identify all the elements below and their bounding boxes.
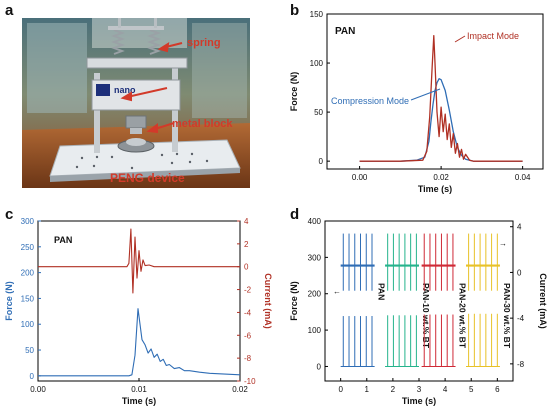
- chart-b-impact-label: Impact Mode: [467, 31, 519, 41]
- chart-b-frame: [326, 13, 544, 170]
- chart-c-frame: [37, 220, 241, 382]
- panel-d-letter: d: [290, 206, 300, 223]
- chart-c-y2tick-label: -10: [244, 377, 256, 386]
- chart-d-group-label: PAN-10 wt.% BT: [421, 283, 431, 349]
- chart-c: 0.00 0.01 0.02 0 50 100 150 200 250 300 Time (s) Fo…: [4, 217, 273, 406]
- chart-d-ylabel: Force (N): [289, 281, 299, 321]
- chart-b-ytick-label: 50: [314, 108, 323, 117]
- chart-d-group-label: PAN: [377, 283, 387, 300]
- chart-c-ytick-label: 250: [21, 243, 35, 252]
- annotation-arrows: [120, 42, 183, 134]
- chart-c-xtick-label: 0.00: [30, 385, 46, 394]
- chart-b-ytick-label: 150: [310, 10, 324, 19]
- chart-c-y2label: Current (mA): [263, 273, 273, 329]
- chart-b-impact-arrow: [454, 35, 466, 43]
- chart-b-xtick-label: 0.02: [433, 173, 449, 182]
- chart-c-ytick-label: 100: [21, 320, 35, 329]
- chart-c-y2tick-label: 4: [244, 217, 249, 226]
- chart-b-series-0-line: [359, 78, 523, 162]
- chart-b-xlabel: Time (s): [418, 184, 452, 194]
- plate-holes: [75, 152, 209, 170]
- chart-d-y2label: Current (mA): [538, 273, 548, 329]
- peng-device-photo: nano spring metal block PENG device: [22, 18, 250, 188]
- panel-c-letter: c: [5, 206, 14, 223]
- chart-d-xtick-label: 6: [495, 385, 500, 394]
- chart-c-y2tick-label: -4: [244, 308, 252, 317]
- chart-b: 0.00 0.02 0.04 0 50 100 150 Time (s) Force (N) PA…: [289, 10, 544, 194]
- chart-d-xtick-label: 1: [365, 385, 370, 394]
- chart-d-group-label: PAN-30 wt.% BT: [502, 283, 512, 349]
- chart-d-ytick-label: 0: [317, 362, 322, 371]
- chart-d-ytick-label: 300: [308, 253, 322, 262]
- chart-b-series-1-line: [359, 34, 523, 162]
- chart-c-ylabel: Force (N): [4, 281, 14, 321]
- chart-b-xtick-label: 0.04: [515, 173, 531, 182]
- chart-c-annotation: PAN: [54, 235, 72, 245]
- chart-c-series-1-line: [38, 228, 240, 294]
- chart-d: 0 1 2 3 4 5 6 0 100 200 300 400 Time (s) Force (N) 4 0 -…: [289, 217, 548, 406]
- chart-d-right-arrow: →: [499, 239, 507, 248]
- chart-b-xtick-label: 0.00: [352, 173, 368, 182]
- chart-c-y2tick-label: 2: [244, 240, 249, 249]
- chart-d-xtick-label: 3: [417, 385, 422, 394]
- chart-b-compression-label: Compression Mode: [331, 96, 409, 106]
- device-label: PENG device: [110, 171, 185, 185]
- chart-c-xtick-label: 0.01: [131, 385, 147, 394]
- chart-c-series-0-line: [38, 308, 241, 377]
- chart-c-ytick-label: 0: [30, 372, 35, 381]
- chart-b-ylabel: Force (N): [289, 72, 299, 112]
- chart-d-y2tick-label: -4: [517, 314, 525, 323]
- chart-d-left-arrow: ←: [333, 287, 341, 296]
- chart-c-xlabel: Time (s): [122, 396, 156, 406]
- chart-b-ytick-label: 100: [310, 59, 324, 68]
- chart-d-frame: [324, 220, 514, 382]
- chart-d-group-label: PAN-20 wt.% BT: [457, 283, 467, 349]
- spring-coils: [111, 29, 161, 55]
- chart-c-y2tick-label: -6: [244, 331, 252, 340]
- chart-d-xtick-label: 0: [338, 385, 343, 394]
- metal-block-label: metal block: [172, 118, 233, 130]
- chart-d-ytick-label: 100: [308, 326, 322, 335]
- chart-c-y2tick-label: 0: [244, 263, 249, 272]
- brand-label: nano: [114, 85, 136, 95]
- chart-c-ytick-label: 300: [21, 217, 35, 226]
- chart-c-ytick-label: 50: [25, 346, 34, 355]
- panel-b-letter: b: [290, 2, 300, 19]
- chart-c-ytick-label: 150: [21, 294, 35, 303]
- chart-b-ytick-label: 0: [319, 157, 324, 166]
- chart-d-y2tick-label: 0: [517, 268, 522, 277]
- chart-d-ytick-label: 200: [308, 290, 322, 299]
- chart-b-annotation: PAN: [335, 26, 355, 37]
- chart-d-xtick-label: 2: [391, 385, 396, 394]
- panel-a-letter: a: [5, 2, 14, 19]
- chart-d-ytick-label: 400: [308, 217, 322, 226]
- chart-c-y2tick-label: -2: [244, 286, 252, 295]
- chart-b-compression-arrow: [410, 88, 441, 101]
- chart-d-xtick-label: 5: [469, 385, 474, 394]
- chart-c-xtick-label: 0.02: [232, 385, 248, 394]
- spring-label: spring: [187, 37, 221, 49]
- chart-d-y2tick-label: -8: [517, 360, 525, 369]
- chart-c-y2tick-label: -8: [244, 354, 252, 363]
- chart-c-ytick-label: 200: [21, 269, 35, 278]
- chart-d-y2tick-label: 4: [517, 223, 522, 232]
- chart-d-xlabel: Time (s): [402, 396, 436, 406]
- chart-d-xtick-label: 4: [443, 385, 448, 394]
